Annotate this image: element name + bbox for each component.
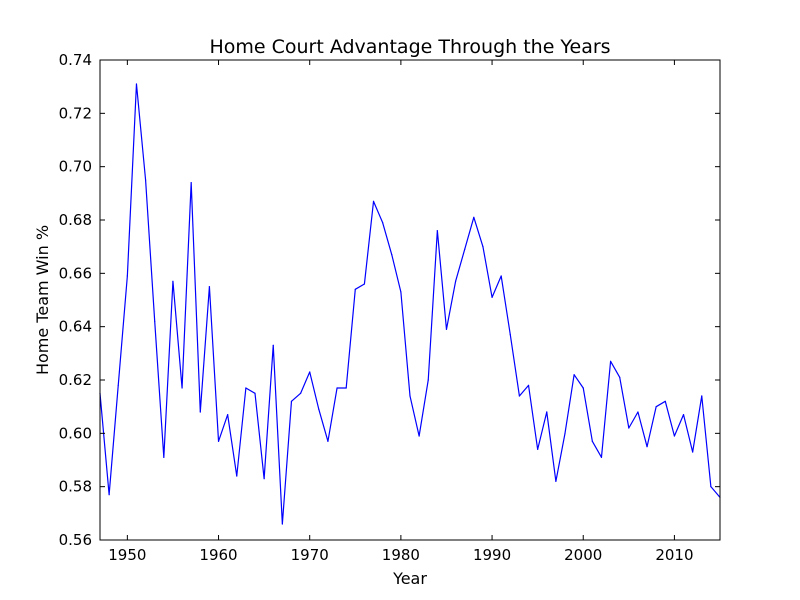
data-point (518, 395, 521, 397)
data-point (382, 222, 384, 224)
data-point (628, 427, 630, 429)
y-tick-label: 0.74 (59, 51, 92, 69)
x-tick-label: 2000 (564, 546, 602, 564)
data-point (619, 376, 621, 378)
data-point (227, 414, 229, 416)
data-point (327, 440, 329, 442)
data-point (655, 406, 657, 408)
y-tick-label: 0.68 (59, 211, 92, 229)
y-tick-label: 0.70 (59, 158, 92, 176)
data-point (591, 440, 593, 442)
data-point (199, 411, 201, 413)
data-point (546, 411, 548, 413)
data-point (363, 283, 366, 285)
data-point (482, 246, 484, 248)
data-point (609, 360, 612, 362)
data-point (263, 478, 265, 480)
data-point (573, 374, 575, 376)
y-axis-label: Home Team Win % (33, 225, 52, 375)
data-point (236, 475, 238, 477)
data-point (527, 384, 530, 386)
data-point (600, 456, 603, 458)
data-point (427, 379, 429, 381)
x-tick-label: 2010 (655, 546, 693, 564)
data-point (345, 387, 347, 389)
y-tick-label: 0.62 (59, 371, 92, 389)
y-tick-label: 0.56 (59, 531, 92, 549)
series-layer (99, 83, 721, 525)
data-point (673, 435, 676, 437)
data-point (500, 275, 502, 277)
plot-area (100, 60, 720, 540)
data-point (509, 334, 511, 336)
data-point (710, 486, 712, 488)
data-point (272, 344, 274, 346)
data-point (491, 296, 493, 298)
x-tick-label: 1960 (199, 546, 237, 564)
chart-title: Home Court Advantage Through the Years (209, 36, 610, 58)
data-point (391, 254, 393, 256)
data-point (646, 446, 648, 448)
x-axis-label: Year (392, 569, 427, 588)
data-point (664, 400, 666, 402)
data-point (154, 320, 156, 322)
data-point (682, 414, 685, 416)
data-point (445, 328, 448, 330)
data-point (582, 387, 584, 389)
y-tick-label: 0.66 (59, 264, 92, 282)
data-point (117, 384, 119, 386)
x-axis: 1950 1960 1970 1980 1990 2000 2010 (108, 60, 694, 564)
data-point (692, 451, 694, 453)
y-tick-label: 0.64 (59, 318, 92, 336)
x-tick-label: 1970 (291, 546, 329, 564)
x-tick-label: 1980 (382, 546, 420, 564)
data-point (108, 494, 110, 496)
data-point (701, 395, 703, 397)
data-point (245, 387, 247, 389)
y-tick-label: 0.60 (59, 424, 92, 442)
data-point (637, 411, 639, 413)
data-point (135, 83, 138, 85)
data-point (217, 440, 220, 442)
y-tick-label: 0.58 (59, 478, 92, 496)
data-point (144, 179, 147, 181)
y-tick-label: 0.72 (59, 104, 92, 122)
data-point (555, 480, 557, 482)
x-tick-label: 1950 (108, 546, 146, 564)
data-point (537, 448, 539, 450)
data-point (400, 291, 402, 293)
data-point (309, 371, 311, 373)
data-point (281, 523, 283, 525)
y-axis: 0.56 0.58 0.60 0.62 0.64 0.66 0.68 0.70 0.72 0.74 (59, 51, 720, 549)
data-point (336, 387, 338, 389)
data-point (354, 288, 356, 290)
data-point (564, 432, 566, 434)
plot-frame (99, 59, 721, 541)
data-point (372, 200, 375, 202)
data-point (299, 392, 302, 394)
data-point (409, 395, 411, 397)
data-point (318, 408, 320, 410)
data-point (126, 275, 128, 277)
data-point (454, 280, 457, 282)
data-point (464, 248, 466, 250)
data-point (473, 216, 475, 218)
data-point (290, 400, 293, 402)
data-point (190, 182, 192, 184)
data-point (163, 456, 165, 458)
data-point (172, 280, 174, 282)
data-point (418, 435, 420, 437)
data-point (436, 230, 438, 232)
data-point (208, 286, 211, 288)
data-point (254, 392, 256, 394)
x-tick-label: 1990 (473, 546, 511, 564)
data-point (181, 387, 183, 389)
